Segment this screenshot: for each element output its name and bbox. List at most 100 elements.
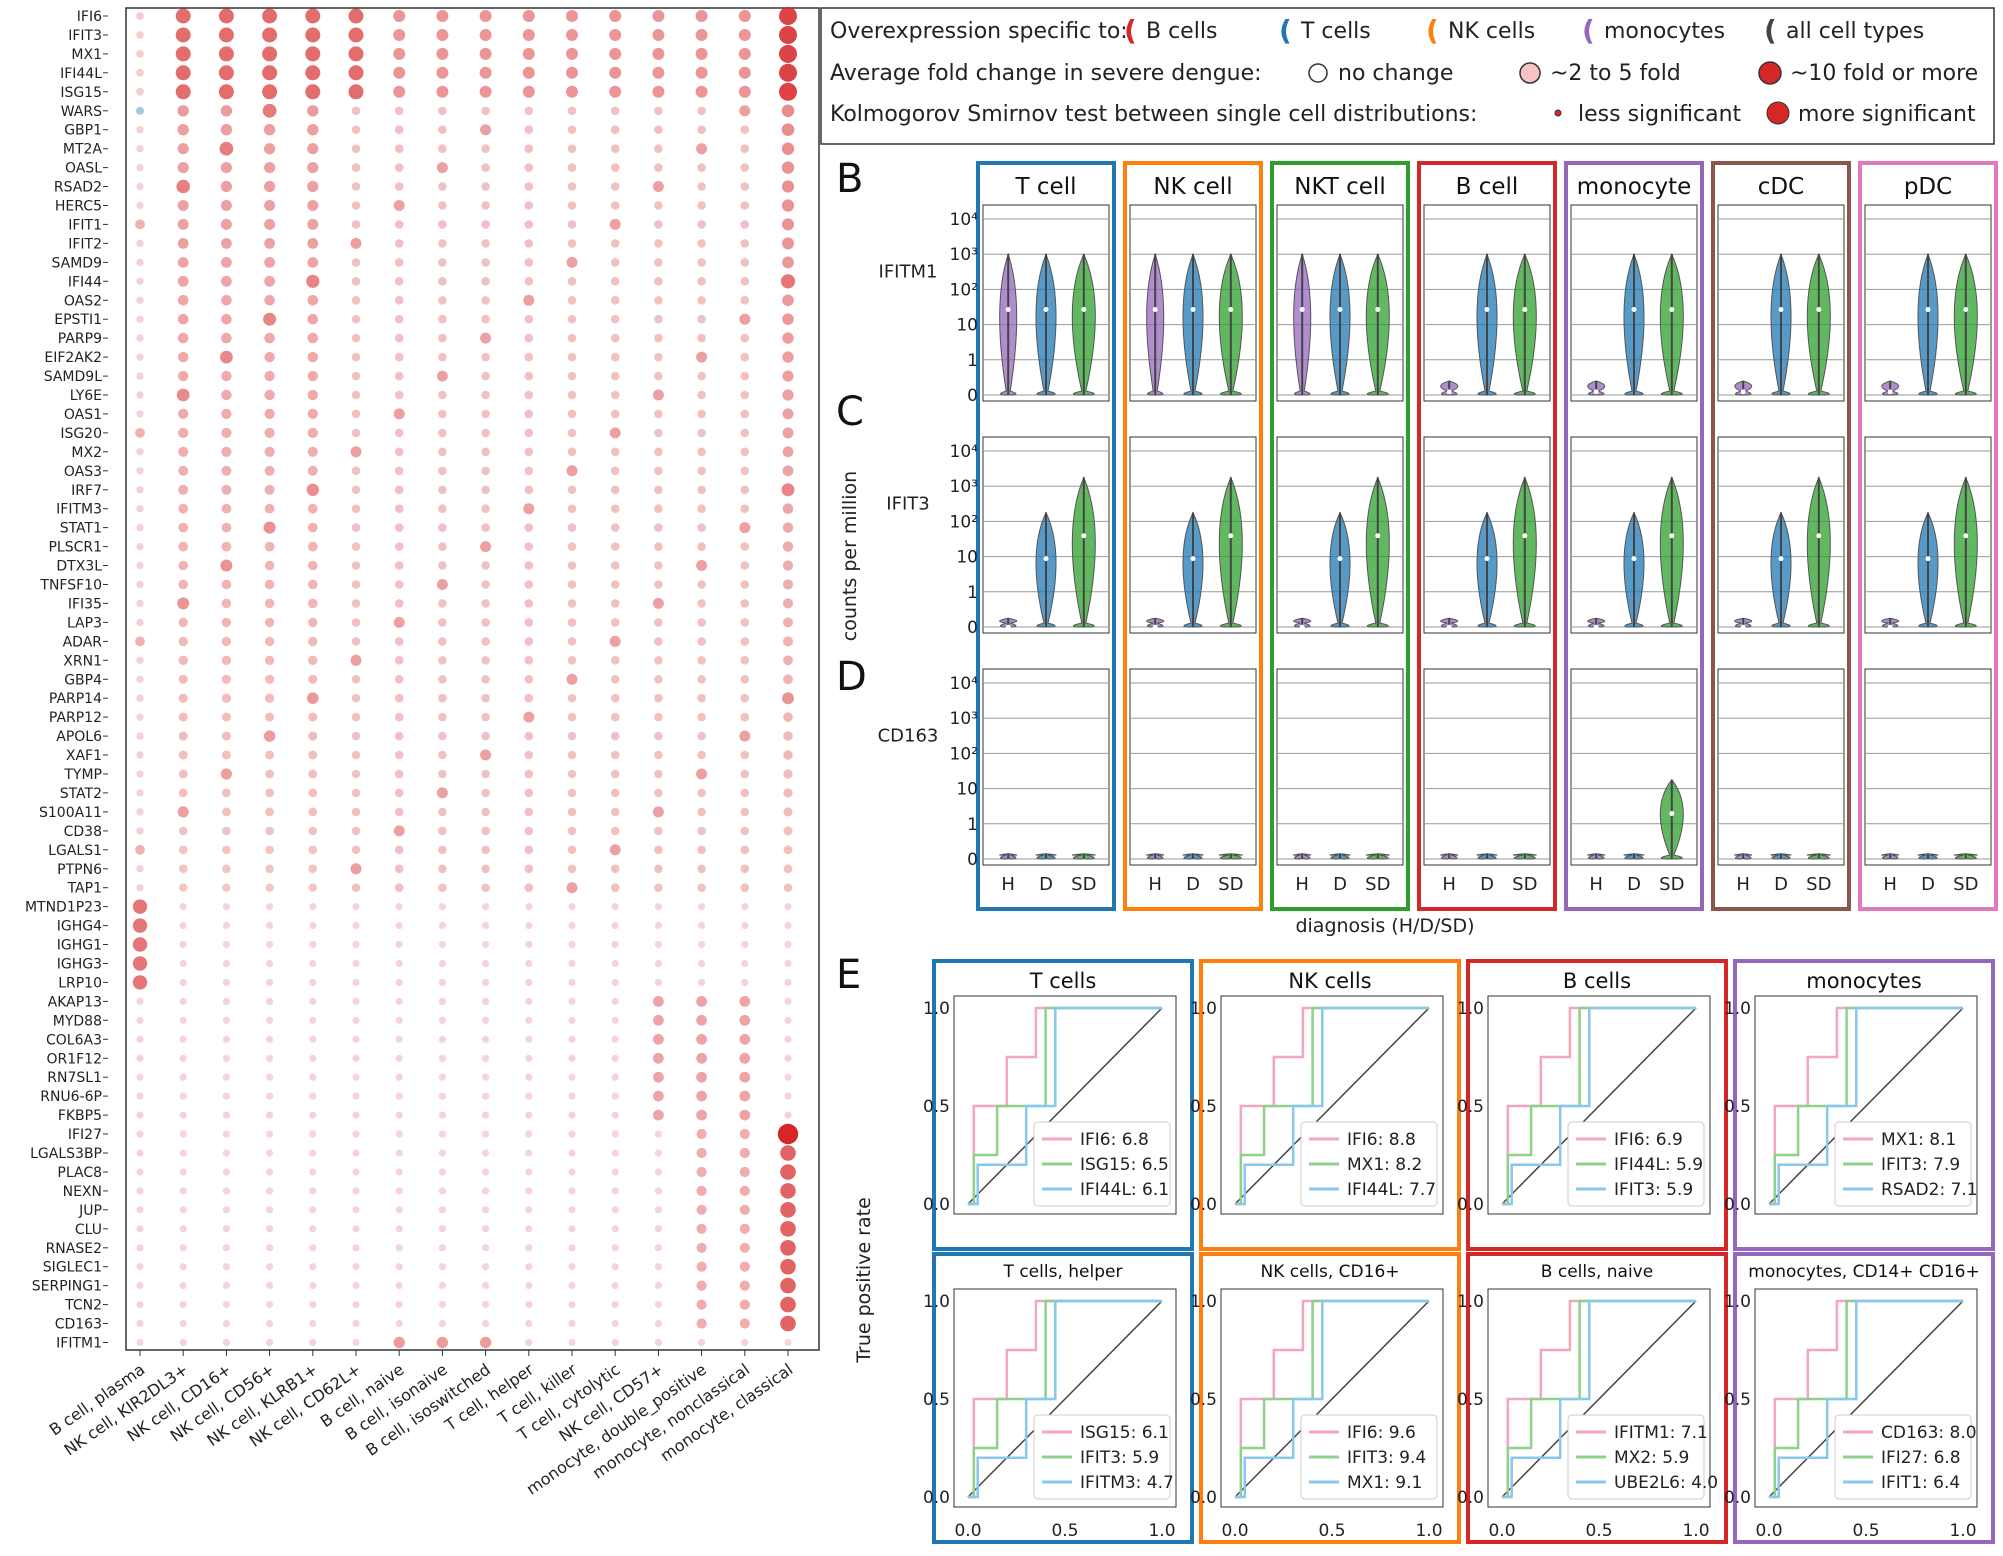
expression-dot: [309, 1319, 317, 1328]
roc-ytick-label: 0.0: [1724, 1195, 1751, 1215]
expression-dot: [264, 541, 275, 552]
expression-dot: [222, 826, 231, 836]
expression-dot: [438, 239, 447, 248]
violin-median: [1299, 306, 1305, 312]
expression-dot: [654, 106, 663, 116]
expression-dot: [351, 485, 361, 495]
expression-dot: [481, 618, 490, 627]
expression-dot: [568, 1054, 576, 1062]
expression-dot: [307, 427, 318, 438]
expression-dot: [567, 561, 577, 570]
expression-dot: [654, 864, 663, 874]
expression-dot: [481, 466, 490, 476]
expression-dot: [696, 1261, 707, 1272]
legend-row3-item: more significant: [1798, 102, 1976, 127]
legend-row3-title: Kolmogorov Smirnov test between single c…: [830, 102, 1477, 127]
gene-label: IFI27: [68, 1127, 102, 1143]
foldchange-marker-icon: [1758, 61, 1782, 85]
expression-dot: [696, 1052, 707, 1064]
roc-ytick-label: 1.0: [1457, 999, 1484, 1019]
violin-ytick-label: 10³: [950, 245, 978, 265]
roc-ytick-label: 0.5: [1457, 1097, 1484, 1117]
expression-dot: [351, 144, 361, 153]
expression-dot: [136, 410, 144, 418]
expression-dot: [135, 636, 145, 647]
expression-dot: [783, 712, 793, 722]
roc-curve: [1769, 1299, 1963, 1499]
expression-dot: [262, 46, 278, 62]
violin-median: [1152, 859, 1158, 865]
expression-dot: [654, 826, 663, 836]
expression-dot: [697, 447, 706, 457]
expression-dot: [784, 1016, 792, 1024]
expression-dot: [782, 332, 794, 344]
expression-dot: [309, 1206, 317, 1214]
expression-dot: [351, 675, 361, 684]
expression-dot: [178, 370, 189, 382]
expression-dot: [264, 295, 275, 306]
expression-dot: [393, 66, 406, 79]
expression-dot: [611, 997, 619, 1006]
expression-dot: [306, 274, 320, 288]
expression-dot: [654, 561, 663, 570]
expression-dot: [697, 599, 706, 608]
expression-dot: [306, 483, 319, 496]
expression-dot: [524, 731, 534, 741]
expression-dot: [221, 446, 232, 457]
expression-dot: [175, 8, 191, 24]
expression-dot: [351, 163, 361, 172]
expression-dot: [653, 1014, 664, 1026]
roc-curve: [1502, 1299, 1696, 1499]
expression-dot: [739, 1033, 751, 1045]
expression-dot: [179, 1092, 187, 1100]
expression-dot: [266, 1130, 274, 1138]
expression-dot: [697, 542, 706, 551]
expression-dot: [394, 428, 404, 438]
expression-dot: [262, 65, 278, 81]
violin-median: [1740, 389, 1746, 395]
expression-dot: [264, 636, 275, 647]
violin-xtick-label: SD: [1953, 874, 1978, 895]
roc-ytick-label: 1.0: [1457, 1292, 1484, 1312]
expression-dot: [567, 182, 577, 191]
expression-dot: [307, 295, 319, 306]
expression-dot: [179, 978, 187, 987]
violin-median: [1375, 533, 1381, 539]
expression-dot: [136, 789, 144, 797]
roc-curve: [968, 1006, 1162, 1206]
roc-panel-title: T cells: [1029, 969, 1097, 993]
roc-panels: T cells IFI6: 6.8 ISG15: 6.5 IFI44L: 6.1 0.0…: [923, 959, 1995, 1544]
roc-ytick-label: 0.0: [1457, 1488, 1484, 1508]
expression-dot: [395, 1282, 403, 1290]
expression-dot: [266, 959, 274, 968]
gene-label: OR1F12: [46, 1051, 102, 1067]
gene-label: IFI44: [68, 274, 102, 290]
expression-dot: [567, 390, 577, 400]
expression-dot: [438, 675, 447, 684]
expression-dot: [481, 390, 490, 400]
violin-panel-frame: [1711, 161, 1851, 911]
expression-dot: [567, 693, 577, 703]
roc-legend-box: [1834, 1414, 1972, 1500]
expression-dot: [697, 125, 706, 134]
expression-dot: [610, 712, 620, 722]
expression-dot: [696, 1166, 707, 1178]
expression-dot: [524, 580, 534, 589]
expression-dot: [262, 8, 278, 24]
gene-label: RNU6-6P: [40, 1089, 102, 1105]
expression-dot: [305, 65, 321, 81]
expression-dot: [482, 1054, 490, 1062]
expression-dot: [438, 864, 447, 874]
expression-dot: [524, 485, 534, 495]
expression-dot: [740, 788, 750, 798]
expression-dot: [395, 978, 403, 987]
expression-dot: [436, 370, 448, 382]
roc-legend-label: IFITM1: 7.1: [1614, 1423, 1708, 1443]
expression-dot: [652, 10, 665, 22]
expression-dot: [524, 220, 534, 229]
expression-dot: [696, 1280, 707, 1291]
expression-dot: [524, 144, 534, 153]
expression-dot: [305, 84, 321, 100]
expression-dot: [262, 103, 277, 118]
expression-dot: [654, 296, 663, 305]
